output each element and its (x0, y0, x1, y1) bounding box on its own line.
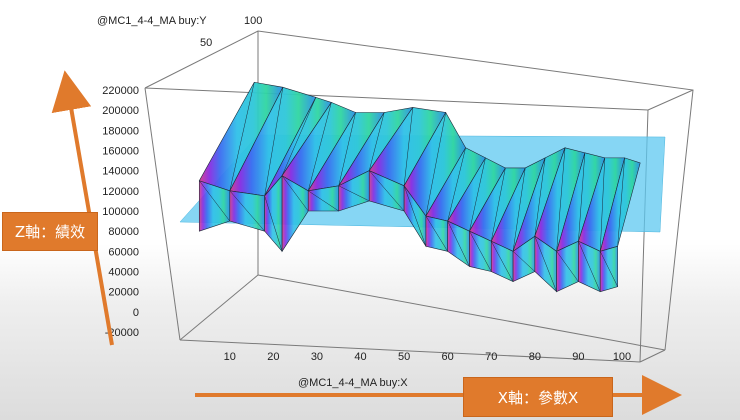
z-tick-label: 0 (133, 307, 139, 319)
surface-mesh-line (556, 251, 579, 282)
surface-mesh-line (229, 190, 265, 232)
x-axis-title: @MC1_4-4_MA buy:X (298, 377, 408, 389)
x-tick-label: 70 (485, 351, 497, 363)
surface-mesh-line (264, 195, 283, 252)
z-tick-label: 20000 (108, 287, 139, 299)
z-tick-label: 160000 (102, 146, 139, 158)
z-tick-label: 100000 (102, 206, 139, 218)
x-tick-label: 90 (572, 351, 584, 363)
surface-mesh-line (308, 190, 339, 212)
z-tick-label: 120000 (102, 186, 139, 198)
box-front-left-vertical (144, 87, 181, 341)
surface-mesh-line (534, 157, 546, 237)
y-axis-ticks: 50 100 (200, 15, 262, 49)
y-axis-title: @MC1_4-4_MA buy:Y (97, 15, 207, 27)
surface-mesh-line (599, 157, 606, 252)
z-tick-label: -20000 (105, 327, 139, 339)
z-axis-ticks: 2200002000001800001600001400001200001000… (102, 85, 139, 339)
surface-mesh-line (229, 82, 255, 191)
x-tick-label: 100 (613, 351, 631, 363)
z-tick-label: 40000 (108, 267, 139, 279)
surface-mesh-line (281, 175, 309, 212)
performance-surface (198, 81, 641, 293)
surface-mesh-line (425, 215, 448, 252)
box-floor-right (639, 349, 666, 363)
surface-mesh-line (447, 147, 466, 222)
surface-mesh-line (369, 170, 405, 212)
z-tick-label: 200000 (102, 105, 139, 117)
surface-mesh-line (578, 241, 601, 292)
surface-mesh-line (599, 251, 618, 287)
z-tick-label: 80000 (108, 226, 139, 238)
box-floor-front (179, 339, 641, 363)
x-tick-label: 80 (529, 351, 541, 363)
x-axis-callout: X軸：參數X (463, 377, 613, 417)
y-tick-label: 100 (244, 15, 262, 27)
surface-mesh-line (512, 251, 536, 272)
surface-mesh-line (469, 231, 492, 272)
surface-mesh-line (403, 107, 414, 186)
x-tick-label: 60 (442, 351, 454, 363)
surface-mesh-line (425, 112, 446, 217)
x-tick-label: 30 (311, 351, 323, 363)
box-top-right (647, 89, 694, 111)
x-tick-label: 40 (354, 351, 366, 363)
box-back-edges (144, 30, 694, 351)
surface-mesh-line (264, 87, 284, 196)
surface-mesh-line (534, 236, 557, 292)
surface-mesh-line (556, 147, 566, 252)
x-axis-ticks: 10 20 30 40 50 60 70 80 90 100 (224, 351, 632, 363)
surface-mesh-line (491, 241, 514, 282)
surface-mesh-line (617, 157, 625, 247)
z-tick-label: 60000 (108, 246, 139, 258)
surface-mesh-line (403, 185, 427, 247)
surface-mesh-line (368, 112, 385, 171)
z-tick-label: 140000 (102, 166, 139, 178)
surface-mesh-line (307, 102, 332, 191)
x-tick-label: 50 (398, 351, 410, 363)
surface-mesh-line (199, 180, 230, 222)
surface-mesh-line (469, 157, 486, 232)
surface-mesh-line (491, 167, 506, 242)
z-tick-label: 220000 (102, 85, 139, 97)
surface-mesh-line (338, 112, 356, 186)
surface-mesh-line (512, 167, 526, 252)
z-tick-label: 180000 (102, 125, 139, 137)
y-tick-label: 50 (200, 37, 212, 49)
surface-mesh-line (447, 220, 470, 267)
z-axis-callout: Z軸：績效 (2, 212, 98, 251)
surface-mesh-line (578, 152, 586, 242)
box-top-front (144, 87, 649, 111)
box-floor-back (257, 274, 666, 351)
surface-mesh-line (338, 185, 370, 202)
x-tick-label: 10 (224, 351, 236, 363)
x-tick-label: 20 (267, 351, 279, 363)
box-floor-left (179, 274, 259, 341)
surface-mesh-line (281, 97, 317, 176)
